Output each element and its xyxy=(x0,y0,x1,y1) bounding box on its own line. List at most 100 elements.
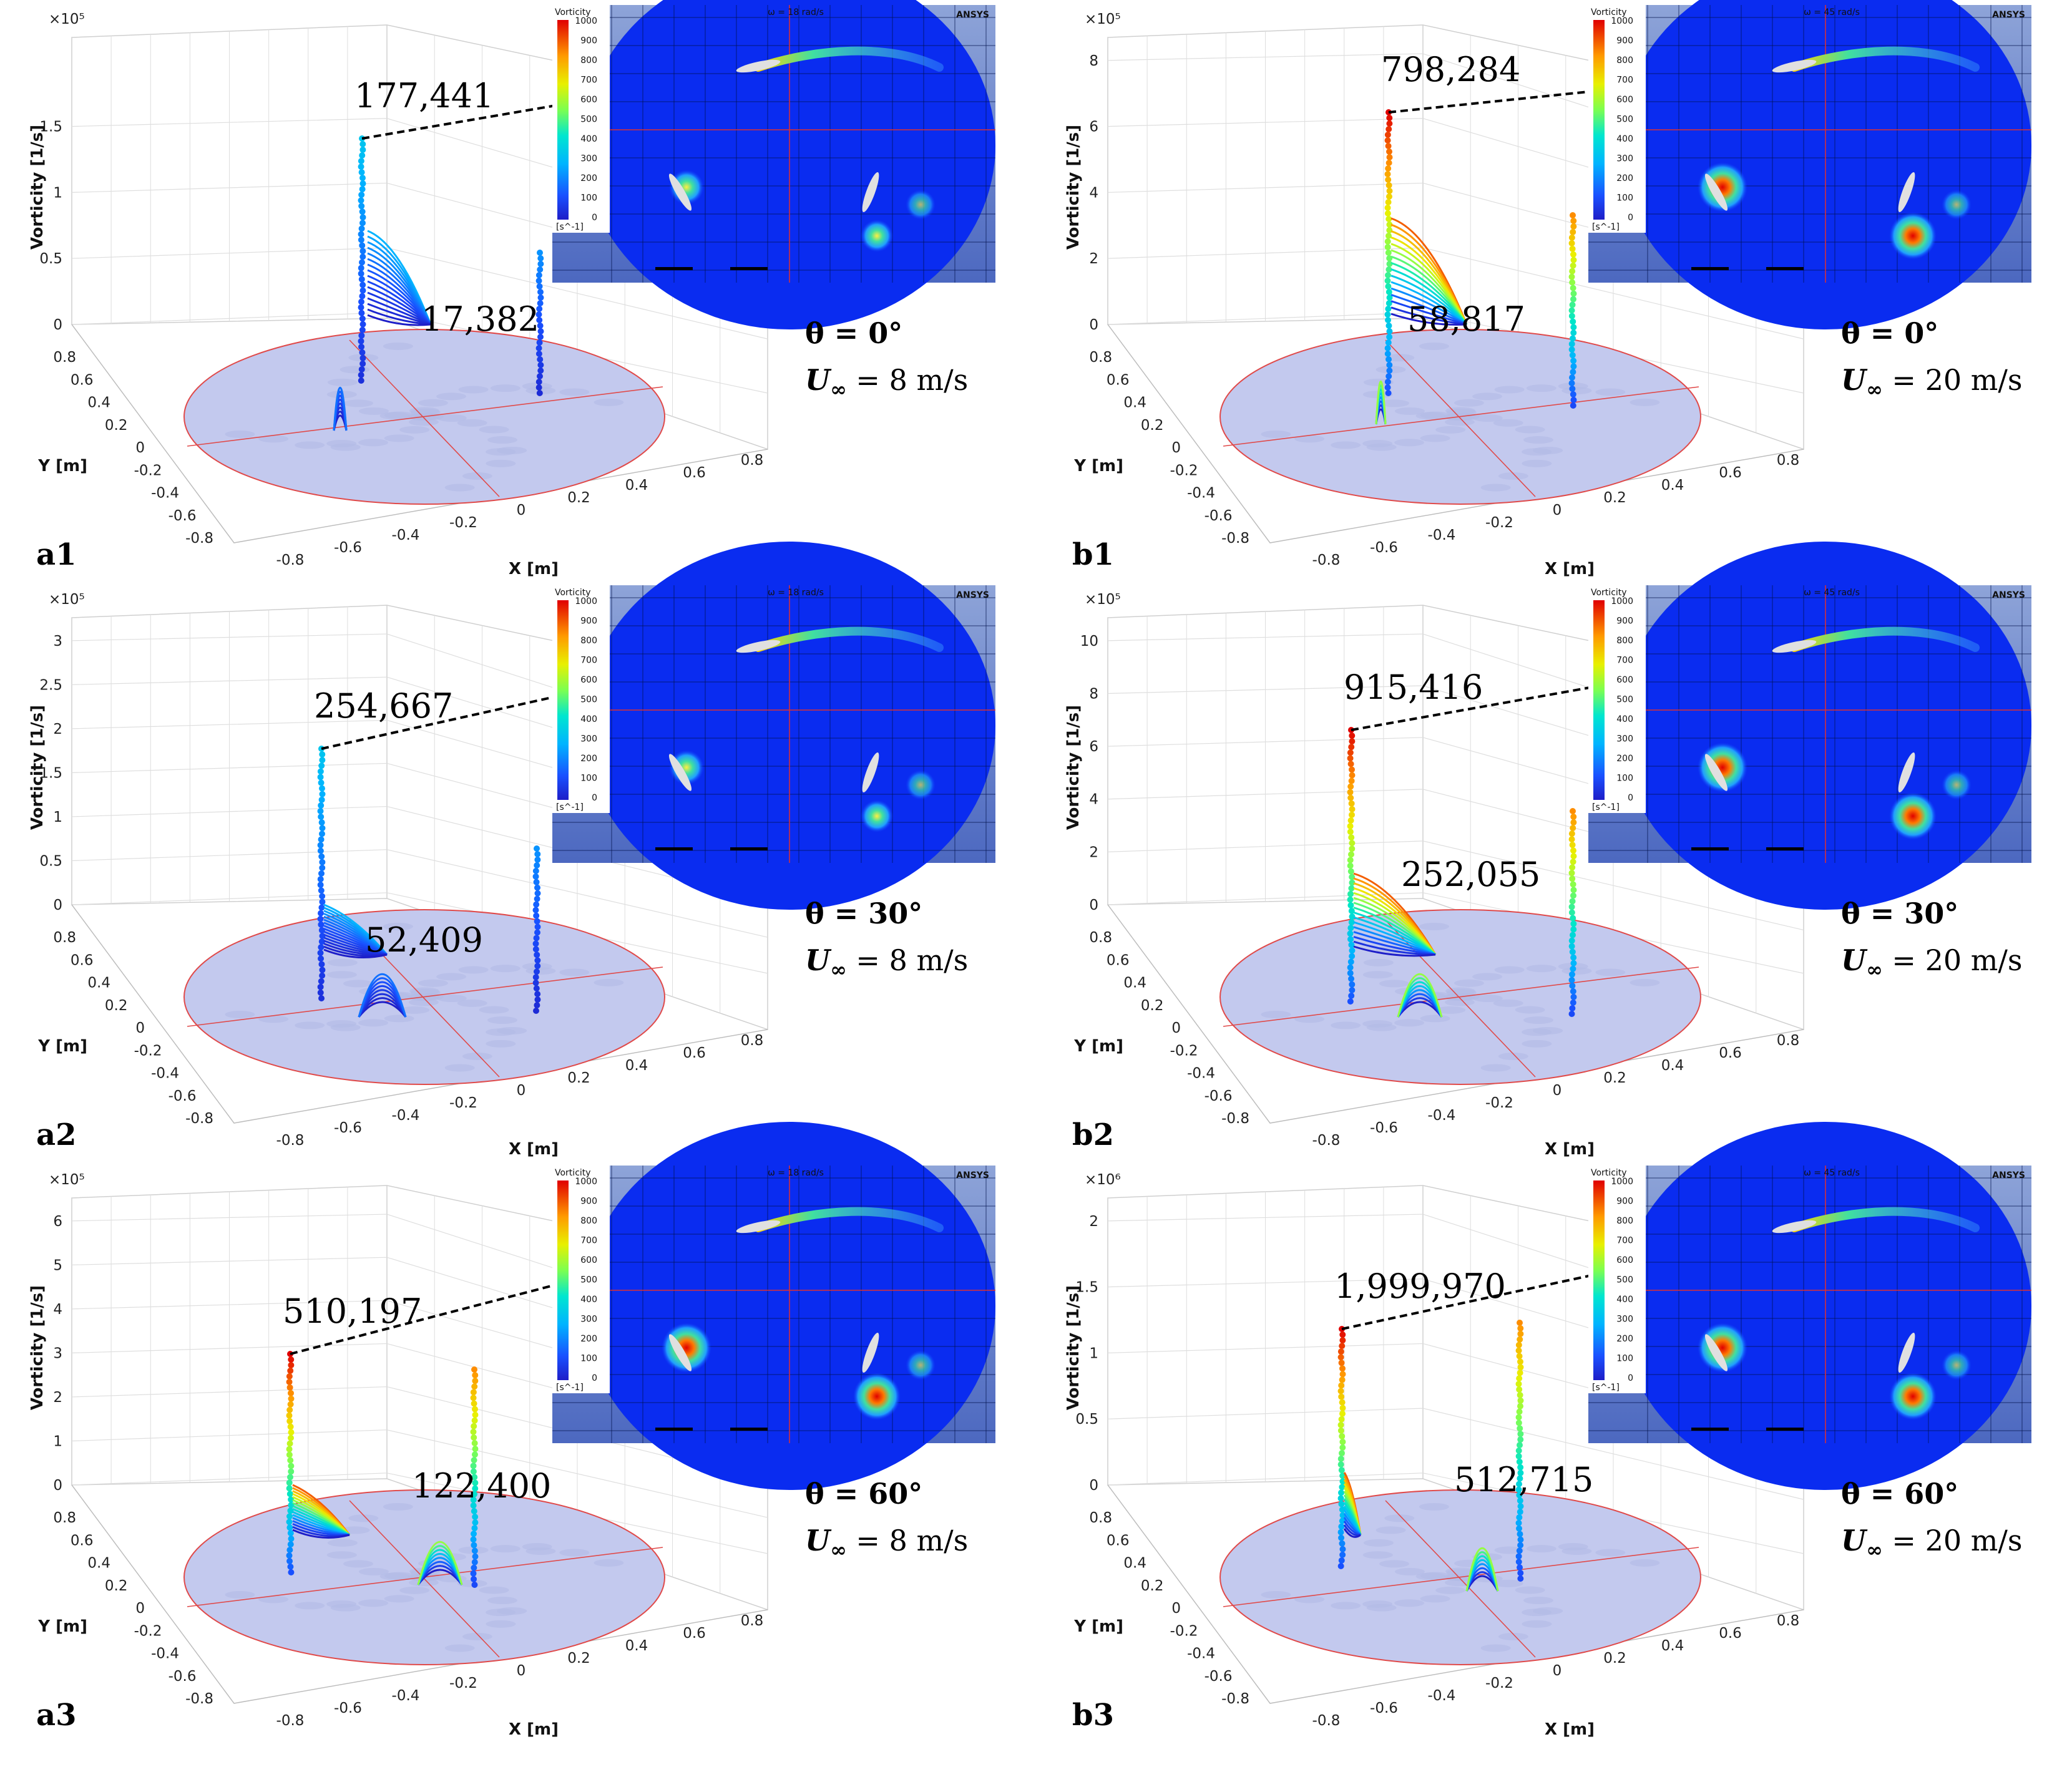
vorticity-point xyxy=(1339,1365,1346,1372)
wake-streak xyxy=(754,46,944,72)
disk-texture xyxy=(1480,1064,1511,1072)
disk-texture xyxy=(1366,443,1397,451)
disk-texture xyxy=(327,958,358,966)
disk-texture xyxy=(1493,1579,1523,1587)
vorticity-point xyxy=(288,1395,295,1402)
x-tick-label: 0.6 xyxy=(1719,1625,1742,1642)
vorticity-point xyxy=(471,1451,478,1458)
z-tick-label: 1 xyxy=(53,1433,62,1449)
vorticity-point xyxy=(358,377,364,384)
inset-grid xyxy=(552,1166,995,1443)
vorticity-point xyxy=(1517,1509,1523,1516)
vorticity-point xyxy=(1349,840,1356,847)
z-tick-label: 0 xyxy=(53,1477,62,1494)
vorticity-point xyxy=(1517,1336,1523,1343)
colorbar-tick: 600 xyxy=(580,675,597,685)
x-tick-label: -0.2 xyxy=(449,1095,477,1111)
z-tick-label: 0 xyxy=(53,897,62,913)
vorticity-point xyxy=(1517,1497,1523,1504)
vorticity-point xyxy=(535,345,542,351)
colorbar-gradient xyxy=(1593,1180,1605,1380)
disk-texture xyxy=(444,1644,475,1652)
vorticity-point xyxy=(1385,266,1392,273)
disk-texture xyxy=(1362,971,1393,979)
vorticity-point xyxy=(471,1564,477,1571)
vorticity-point xyxy=(1385,160,1392,166)
y-tick-label: 0.2 xyxy=(1141,998,1164,1014)
vorticity-point xyxy=(1386,255,1393,261)
y-tick-label: -0.4 xyxy=(1187,1646,1215,1662)
vorticity-point xyxy=(1348,834,1355,841)
colorbar-tick: 200 xyxy=(580,173,597,183)
vorticity-point xyxy=(1337,1495,1344,1502)
disk-texture xyxy=(1522,1620,1552,1628)
peak-annotation: 510,197 xyxy=(283,1292,422,1331)
vorticity-point xyxy=(318,836,325,843)
vorticity-point xyxy=(1347,794,1354,801)
vorticity-point xyxy=(1570,296,1576,303)
disk-texture xyxy=(327,378,358,386)
disk-texture xyxy=(327,1539,358,1547)
y-axis-title: Y [m] xyxy=(1073,457,1123,475)
vorticity-point xyxy=(286,1373,293,1380)
vorticity-point xyxy=(1339,1343,1346,1350)
disk-texture xyxy=(1480,1644,1511,1652)
colorbar-tick: 0 xyxy=(592,793,597,803)
x-tick-label: 0.8 xyxy=(741,1033,764,1049)
vorticity-point xyxy=(1570,993,1577,1000)
wake-streak xyxy=(754,1207,944,1232)
vorticity-point xyxy=(1347,851,1354,858)
vorticity-point xyxy=(358,169,365,176)
disk-texture xyxy=(343,980,373,988)
speed-label: U∞ = 20 m/s xyxy=(1841,1524,2022,1562)
colorbar: Vorticity1000900800700600500400300200100… xyxy=(1588,5,1646,233)
colorbar-tick: 100 xyxy=(580,774,597,784)
vorticity-point xyxy=(1517,1570,1524,1577)
disk-texture xyxy=(1522,459,1552,467)
disk-texture xyxy=(436,414,467,422)
disk-texture xyxy=(1331,1021,1361,1030)
colorbar-tick: 100 xyxy=(580,1354,597,1364)
vorticity-point xyxy=(1516,1492,1523,1499)
vorticity-point xyxy=(287,1401,294,1408)
vorticity-point xyxy=(1570,920,1577,927)
x-tick-label: -0.2 xyxy=(449,1675,477,1692)
vorticity-point xyxy=(1348,800,1355,807)
z-axis-title: Vorticity [1/s] xyxy=(1064,125,1083,250)
x-axis-title: X [m] xyxy=(1545,560,1595,578)
disk-texture xyxy=(1394,1599,1425,1607)
vorticity-point xyxy=(1570,324,1577,331)
vorticity-point xyxy=(1339,1438,1346,1445)
vorticity-point xyxy=(1569,245,1576,252)
secondary-blade-stem xyxy=(535,250,544,396)
disk-texture xyxy=(1435,1006,1466,1014)
vorticity-point xyxy=(1569,842,1576,849)
vorticity-point xyxy=(1347,857,1354,864)
vorticity-point xyxy=(287,1423,294,1430)
vorticity-point xyxy=(317,774,324,781)
disk-texture xyxy=(1415,1572,1446,1580)
vorticity-point xyxy=(286,1547,293,1554)
vorticity-point xyxy=(286,1378,293,1385)
disk-texture xyxy=(258,1015,289,1023)
colorbar: Vorticity1000900800700600500400300200100… xyxy=(552,585,610,813)
secondary-annotation: 52,409 xyxy=(365,920,483,960)
vorticity-point xyxy=(470,1395,477,1401)
vorticity-point xyxy=(1347,902,1354,908)
disk-texture xyxy=(1366,1604,1397,1612)
vorticity-point xyxy=(471,1434,477,1441)
colorbar-tick: 700 xyxy=(580,1236,597,1246)
disk-texture xyxy=(1415,412,1446,420)
vorticity-point xyxy=(358,231,364,238)
x-tick-label: 0.4 xyxy=(625,477,648,494)
speed-value: = 20 m/s xyxy=(1883,943,2023,977)
vorticity-point xyxy=(1348,975,1355,982)
z-axis-title: Vorticity [1/s] xyxy=(28,705,47,830)
vorticity-point xyxy=(319,791,326,797)
panel-a2: 0 0.5 1 1.5 2 2.5 3 ×10⁵ Vorticity [1/s] 0.8 0.6 0.… xyxy=(28,542,995,1159)
vorticity-point xyxy=(1570,999,1576,1006)
disk-texture xyxy=(326,971,357,979)
vorticity-point xyxy=(1568,943,1575,950)
vorticity-point xyxy=(318,978,325,985)
vorticity-point xyxy=(1570,960,1577,966)
